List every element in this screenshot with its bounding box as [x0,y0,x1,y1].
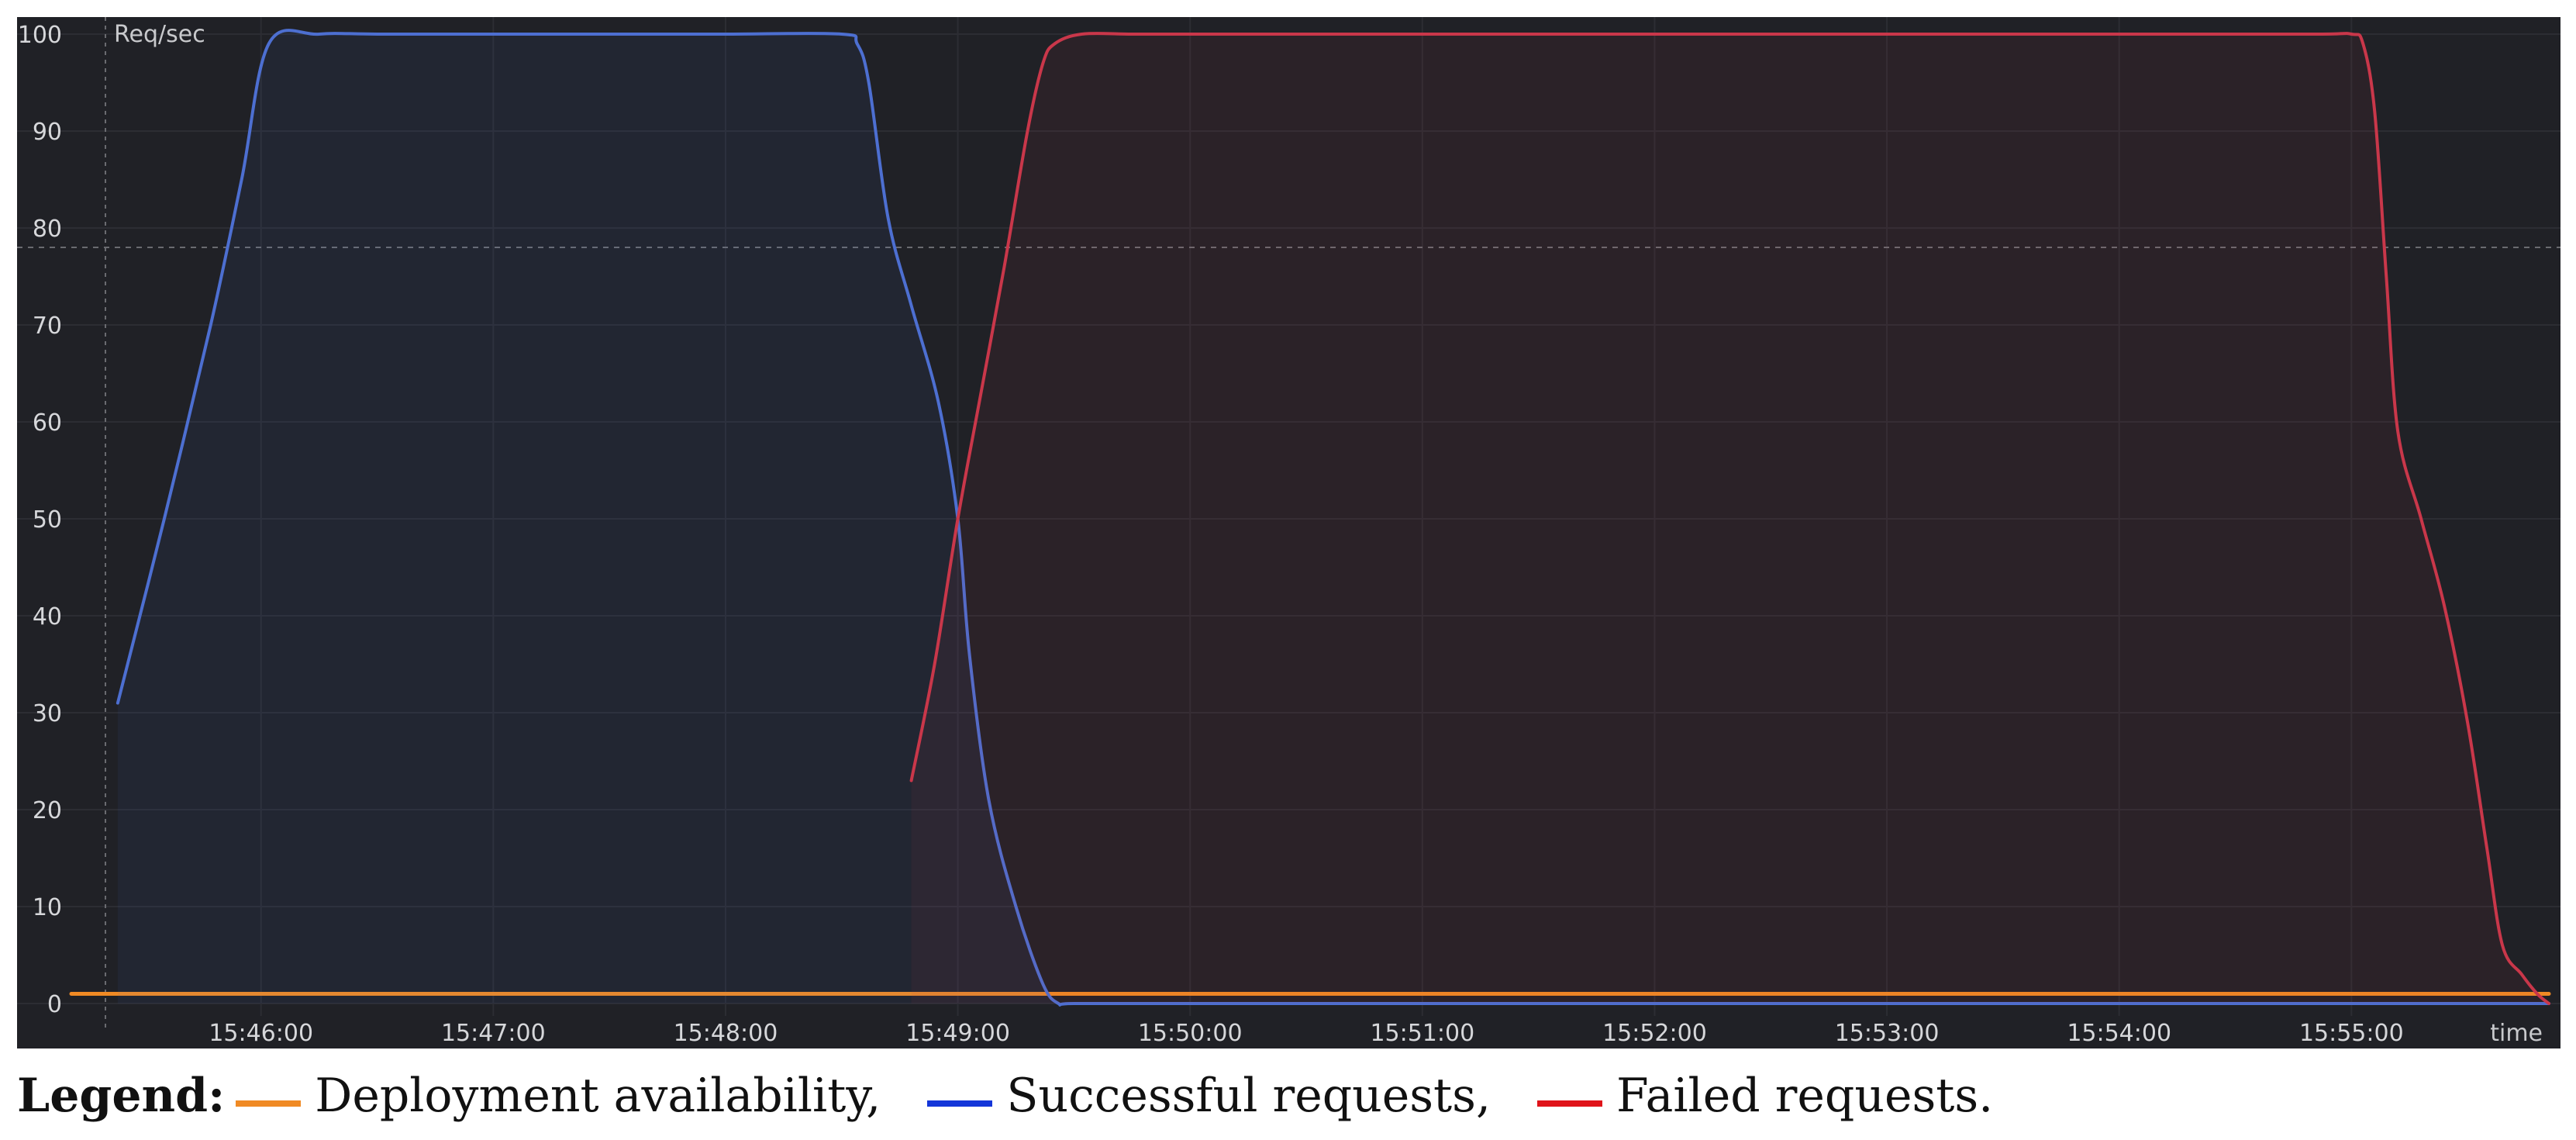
y-tick-label: 70 [33,313,62,340]
legend-item-availability: Deployment availability, [236,1069,881,1123]
success-series [116,29,2550,1007]
y-tick-label: 40 [33,603,62,630]
y-tick-label: 30 [33,700,62,727]
x-tick-label: 15:51:00 [1370,1020,1474,1047]
chart-background [17,17,2560,1048]
x-tick-label: 15:48:00 [674,1020,778,1047]
x-tick-label: 15:53:00 [1835,1020,1940,1047]
failed-area [911,33,2549,1004]
y-tick-label: 50 [33,506,62,534]
availability-swatch [236,1100,302,1107]
y-axis-ticks: 0 10 20 30 40 50 60 70 80 90 100 [18,22,62,1018]
legend-label-successful: Successful requests, [1006,1069,1491,1123]
failed-series [909,32,2550,1005]
y-tick-label: 80 [33,216,62,243]
legend-label-failed: Failed requests. [1616,1069,1994,1123]
x-tick-label: 15:55:00 [2299,1020,2404,1047]
legend-item-failed: Failed requests. [1537,1069,1993,1123]
legend-label-availability: Deployment availability, [315,1069,881,1123]
y-tick-label: 100 [18,22,62,49]
x-tick-label: 15:49:00 [905,1020,1010,1047]
legend: Legend: Deployment availability, Success… [17,1061,2040,1131]
legend-title: Legend: [17,1069,226,1123]
series-layer [69,29,2551,1007]
success-area [117,30,2550,1005]
successful-swatch [927,1100,993,1107]
y-tick-label: 60 [33,409,62,437]
x-tick-label: 15:52:00 [1602,1020,1707,1047]
y-tick-label: 0 [47,991,62,1018]
legend-item-successful: Successful requests, [927,1069,1491,1123]
x-tick-label: 15:47:00 [441,1020,546,1047]
x-tick-label: 15:46:00 [209,1020,313,1047]
y-tick-label: 90 [33,119,62,146]
failed-swatch [1537,1100,1603,1107]
x-axis-ticks: 15:46:00 15:47:00 15:48:00 15:49:00 15:50:00… [209,1020,2403,1047]
y-unit-label: Req/sec [114,21,205,48]
x-tick-label: 15:54:00 [2067,1020,2171,1047]
x-axis-title: time [2490,1020,2543,1047]
y-tick-label: 20 [33,797,62,824]
success-line [116,29,2550,1007]
y-tick-label: 10 [33,894,62,921]
failed-line [909,32,2550,1005]
x-tick-label: 15:50:00 [1138,1020,1243,1047]
